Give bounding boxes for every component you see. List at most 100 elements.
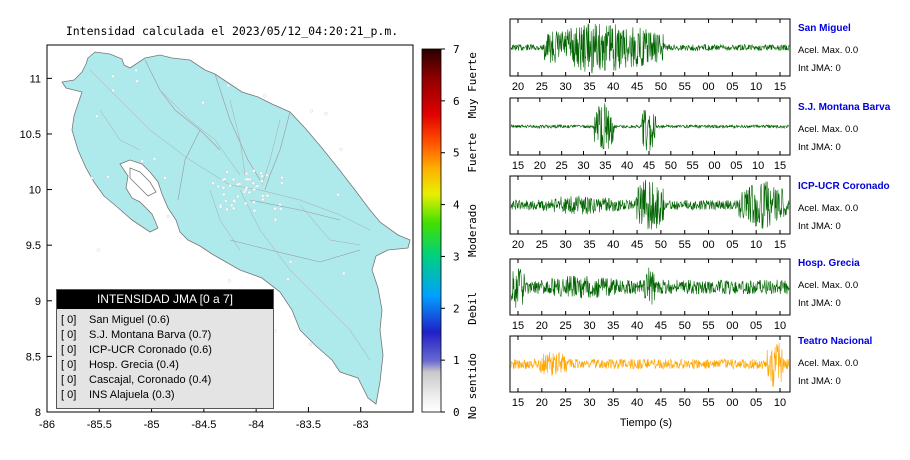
station-name: Hosp. Grecia xyxy=(798,258,860,269)
station-name: San Miguel xyxy=(798,23,851,34)
colorbar-tick-label: 0 xyxy=(453,406,460,419)
map-x-tick-label: -84.5 xyxy=(191,419,216,431)
town-dot xyxy=(342,271,346,275)
waveform-panel: 20 25 30 35 40 45 50 55 00 05 10 15 xyxy=(509,18,791,93)
waveform-tick-label: 40 xyxy=(607,81,619,93)
map-title: Intensidad calculada el 2023/05/12_04:20… xyxy=(66,24,398,38)
waveform-tick-label: 10 xyxy=(774,320,786,332)
waveform-tick-label: 35 xyxy=(583,81,595,93)
town-dot xyxy=(280,181,284,185)
waveform-tick-label: 30 xyxy=(560,239,572,251)
waveform-tick-label: 50 xyxy=(679,397,691,409)
waveform-tick-label: 00 xyxy=(708,160,720,172)
waveform-tick-label: 25 xyxy=(556,160,568,172)
legend-item-label: Cascajal, Coronado (0.4) xyxy=(89,374,212,386)
waveform-tick-label: 35 xyxy=(607,397,619,409)
colorbar-category-label: No sentido xyxy=(466,353,479,419)
waveform-tick-label: 35 xyxy=(583,239,595,251)
waveform-tick-label: 20 xyxy=(512,81,524,93)
waveform-tick-label: 55 xyxy=(687,160,699,172)
town-dot xyxy=(252,200,256,204)
town-dot xyxy=(95,114,99,118)
town-dot xyxy=(244,201,248,206)
town-dot xyxy=(211,181,215,185)
town-dot xyxy=(261,194,265,198)
waveform-tick-label: 40 xyxy=(631,397,643,409)
town-dot xyxy=(260,179,264,183)
map-x-tick-label: -83.5 xyxy=(296,419,321,431)
town-dot xyxy=(324,112,328,116)
town-dot xyxy=(216,184,220,189)
map-y-tick-label: 11 xyxy=(30,73,41,85)
town-dot xyxy=(219,205,223,209)
map-frame xyxy=(46,44,414,413)
station-accel: Acel. Max. 0.0 xyxy=(798,124,859,135)
waveform-tick-label: 00 xyxy=(702,81,714,93)
map-y-tick-label: 10 xyxy=(29,185,41,197)
town-dot xyxy=(152,157,157,161)
town-dot xyxy=(252,169,256,173)
town-dot xyxy=(225,170,229,174)
waveform-tick-label: 50 xyxy=(665,160,677,172)
waveform-panel: 20 25 30 35 40 45 50 55 00 05 10 15 xyxy=(509,175,791,251)
legend-item: [ 0] S.J. Montana Barva (0.7) xyxy=(61,328,273,343)
colorbar-category-label: Moderado xyxy=(466,204,479,257)
town-dot xyxy=(261,197,265,202)
waveform-tick-label: 55 xyxy=(679,239,691,251)
town-dot xyxy=(111,88,115,93)
colorbar-tick-label: 2 xyxy=(453,302,460,315)
town-dot xyxy=(308,342,312,346)
waveform-tick-label: 35 xyxy=(607,320,619,332)
town-dot xyxy=(201,101,205,105)
waveform-tick-label: 00 xyxy=(726,320,738,332)
map-x-tick-label: -84 xyxy=(248,419,264,431)
map-y-tick-label: 9.5 xyxy=(26,240,41,252)
station-name: ICP-UCR Coronado xyxy=(798,181,890,192)
waveform-tick-label: 15 xyxy=(774,239,786,251)
town-dot xyxy=(236,194,240,199)
waveform-tick-label: 05 xyxy=(726,239,738,251)
legend-item: [ 0] San Miguel (0.6) xyxy=(61,313,273,328)
waveform-tick-label: 20 xyxy=(536,397,548,409)
colorbar xyxy=(421,48,442,413)
waveform-panels: 20 25 30 35 40 45 50 55 00 05 10 15 15 20 25 30 35 40 45 50… xyxy=(509,18,791,429)
legend-item: [ 0] Cascajal, Coronado (0.4) xyxy=(61,373,273,388)
town-dot xyxy=(286,277,290,281)
waveform-tick-label: 45 xyxy=(631,239,643,251)
waveform-trace xyxy=(510,179,790,230)
waveform-trace xyxy=(510,342,790,387)
waveform-tick-label: 25 xyxy=(560,397,572,409)
town-dot xyxy=(227,279,231,283)
town-dot xyxy=(232,206,236,210)
town-dot xyxy=(339,147,343,151)
waveform-tick-label: 45 xyxy=(655,397,667,409)
town-dot xyxy=(221,186,226,190)
town-dot xyxy=(278,202,282,206)
legend-item-badge: [ 0] xyxy=(61,314,77,326)
waveform-tick-label: 10 xyxy=(750,81,762,93)
station-accel: Acel. Max. 0.0 xyxy=(798,45,859,56)
station-name: S.J. Montana Barva xyxy=(798,102,891,113)
town-dot xyxy=(247,190,251,194)
town-dot xyxy=(265,194,269,198)
town-dot xyxy=(280,176,284,180)
waveform-tick-label: 40 xyxy=(631,320,643,332)
waveform-tick-label: 40 xyxy=(607,239,619,251)
station-accel: Acel. Max. 0.0 xyxy=(798,358,859,369)
legend-item-badge: [ 0] xyxy=(61,359,77,371)
waveform-tick-label: 20 xyxy=(536,320,548,332)
colorbar-tick-label: 3 xyxy=(453,250,460,263)
waveform-tick-label: 35 xyxy=(599,160,611,172)
town-dot xyxy=(224,199,228,203)
legend-item-label: San Miguel (0.6) xyxy=(89,314,170,326)
waveform-tick-label: 20 xyxy=(534,160,546,172)
nicoya-gulf xyxy=(129,167,157,197)
colorbar-category-label: Fuerte xyxy=(466,133,479,173)
station-int: Int JMA: 0 xyxy=(798,298,841,309)
town-dot xyxy=(336,193,340,197)
town-dot xyxy=(263,94,267,98)
town-dot xyxy=(231,177,236,182)
legend-item-badge: [ 0] xyxy=(61,329,77,341)
waveform-tick-label: 40 xyxy=(621,160,633,172)
